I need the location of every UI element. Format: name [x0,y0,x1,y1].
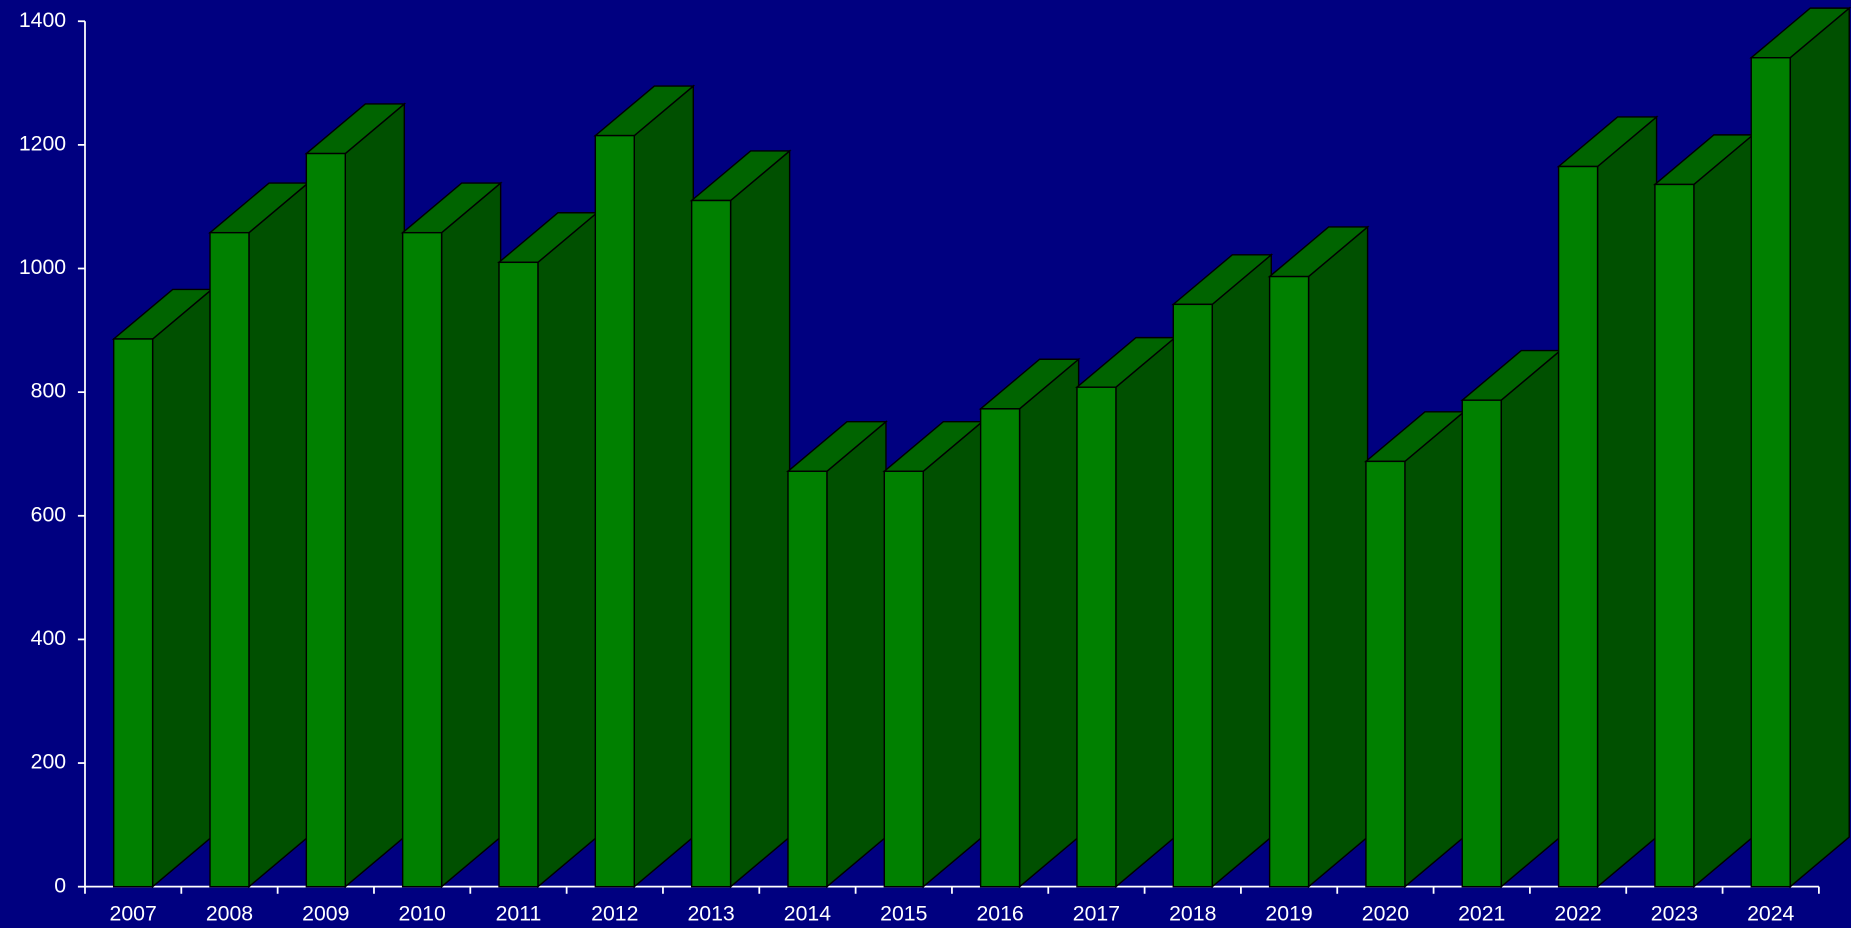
x-tick-label: 2009 [302,902,349,926]
x-tick-label: 2010 [399,902,446,926]
bar-side [1789,6,1850,889]
bar-side [1693,133,1754,889]
bar-side [1018,357,1080,889]
bar [1076,386,1117,888]
bar-side [1211,253,1272,889]
x-tick-label: 2024 [1747,902,1794,926]
bar-side [344,102,406,889]
bar [401,231,443,888]
x-tick-label: 2007 [110,902,157,926]
bar [594,134,635,888]
bar [883,470,924,888]
bar-side [248,181,309,889]
y-tick-label: 1200 [19,131,66,155]
bar-side [633,84,695,889]
bar-side [1500,349,1561,889]
bar-side [537,211,598,889]
x-tick-label: 2023 [1651,902,1698,926]
x-tick-label: 2018 [1169,902,1216,926]
bar [690,199,732,888]
bar-side [922,420,983,889]
bar [1654,183,1695,888]
bar-side [440,181,502,889]
x-tick-label: 2012 [591,902,638,926]
y-tick-label: 600 [31,502,66,526]
x-tick-label: 2022 [1554,902,1601,926]
bar [1750,57,1791,888]
bar-side [1307,225,1369,889]
x-tick-label: 2015 [880,902,927,926]
x-tick-label: 2016 [976,902,1023,926]
bar [498,261,539,888]
bar-side [1596,115,1658,889]
x-tick-label: 2011 [496,902,542,926]
bar [979,408,1021,888]
x-tick-label: 2019 [1265,902,1312,926]
bar-side [1404,410,1465,889]
y-tick-label: 400 [31,626,66,650]
bar [112,338,154,888]
y-tick-label: 0 [54,873,66,897]
bar [1365,460,1406,888]
bar [787,470,828,888]
x-tick-label: 2021 [1458,902,1505,926]
bar [305,152,347,888]
x-tick-label: 2014 [784,902,831,926]
bar-side [151,287,213,889]
y-tick-label: 1000 [19,255,66,279]
x-tick-label: 2013 [687,902,734,926]
y-tick-label: 200 [31,750,66,774]
y-tick-label: 800 [31,379,66,403]
bar-side [1115,336,1176,889]
x-tick-label: 2008 [206,902,253,926]
bar-side [826,420,887,889]
bar [1461,399,1502,888]
bar [1172,303,1213,888]
y-tick-label: 1400 [19,8,66,32]
bar [209,231,250,888]
x-tick-label: 2017 [1073,902,1120,926]
bar [1268,275,1310,888]
x-tick-label: 2020 [1362,902,1409,926]
bar [1557,165,1599,888]
bar-side [729,149,791,889]
